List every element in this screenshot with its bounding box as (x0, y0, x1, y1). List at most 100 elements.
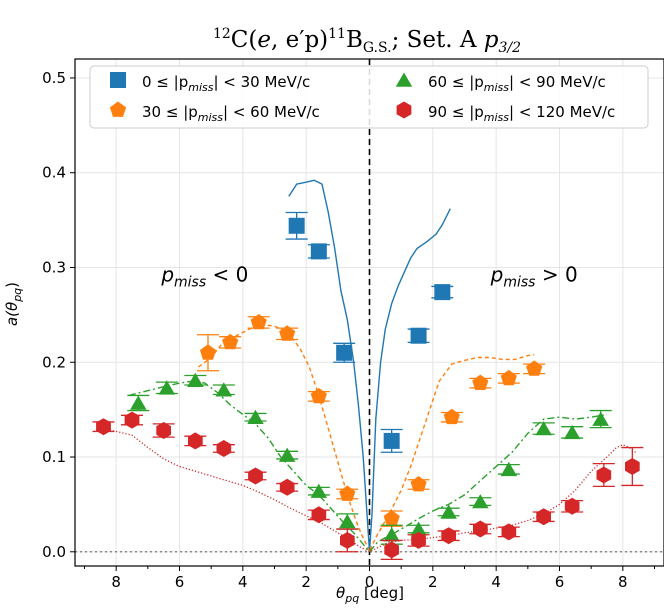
series-3-point (130, 395, 147, 410)
x-tick-label-2: 4 (238, 573, 248, 591)
series-4-point (216, 440, 232, 457)
title-reaction-mid: , e′p) (271, 27, 328, 53)
x-tick-label-1: 6 (175, 573, 185, 591)
series-3-curve (128, 380, 608, 553)
x-tick-label-3: 2 (301, 573, 311, 591)
series-3-point (592, 411, 609, 426)
legend-label-series-3: 60 ≤ |pmiss| < 90 MeV/c (428, 73, 606, 94)
series-4-point (501, 523, 517, 541)
series-2-point (443, 408, 460, 425)
series-4-point (96, 418, 111, 436)
series-2-point (472, 374, 489, 390)
plot-area: 8 6 4 2 0 2 4 6 8 0.0 0.1 0.2 0.3 0.4 0.5 (42, 58, 664, 591)
series-3-point (410, 521, 427, 536)
title-nucleus: B (346, 27, 363, 53)
legend-marker-shape (396, 101, 412, 119)
legend-marker-shape (109, 101, 127, 117)
annotation-negative: pmiss < 0 (160, 263, 248, 291)
series-1-point (336, 344, 353, 361)
annotation-positive: pmiss > 0 (490, 263, 578, 291)
series-4-point (156, 422, 171, 439)
title-vector-e: e (257, 27, 271, 53)
title-mass-number: 12 (213, 26, 231, 42)
series-4-point (564, 497, 580, 515)
series-1-point (434, 284, 451, 301)
y-tick-label-3: 0.3 (42, 258, 66, 276)
series-3-point (383, 527, 400, 542)
legend-marker-series-3 (395, 72, 413, 87)
series-2-point (279, 325, 296, 341)
series-2 (197, 314, 546, 554)
series-3-point (278, 447, 296, 462)
legend-marker-shape (110, 72, 126, 88)
series-4-point (340, 531, 355, 549)
legend-label-series-4: 90 ≤ |pmiss| < 120 MeV/c (428, 103, 615, 124)
series-1-point (288, 217, 305, 234)
series-4-point (248, 467, 263, 485)
series-3-point (535, 421, 552, 436)
series-3-point (158, 380, 176, 395)
y-tick-label-4: 0.4 (42, 164, 66, 182)
series-2-curve (198, 323, 535, 554)
series-2-point (310, 387, 327, 404)
y-tick-label-1: 0.1 (42, 448, 66, 466)
legend-marker-series-1 (110, 72, 126, 88)
series-3-point (563, 424, 581, 440)
series-1 (285, 179, 454, 552)
series-4-point (124, 411, 140, 429)
title-sub-gs: G.S. (363, 40, 392, 56)
series-3 (127, 372, 612, 553)
series-2-point (383, 510, 400, 526)
series-4-point (536, 508, 551, 526)
y-tick-label-5: 0.5 (42, 69, 66, 87)
legend-marker-series-2 (109, 101, 127, 117)
y-axis-label: a(θpq) (3, 282, 24, 326)
title-reaction-start: C( (231, 27, 258, 53)
series-2-point (222, 333, 239, 350)
title-sup-11: 11 (328, 26, 346, 42)
series-2-point (500, 369, 517, 386)
series-2-point (339, 485, 356, 501)
x-tick-label-6: 4 (491, 573, 501, 591)
series-3-point (339, 514, 356, 529)
series-4-point (311, 506, 327, 524)
series-4-point (279, 478, 295, 496)
y-tick-label-0: 0.0 (42, 543, 66, 561)
series-3-point (247, 409, 264, 424)
series-4 (92, 411, 644, 561)
legend-marker-series-4 (396, 101, 412, 119)
legend-marker-shape (395, 72, 413, 87)
series-4-point (411, 531, 426, 549)
x-tick-label-5: 2 (428, 573, 438, 591)
x-axis-label: θpq [deg] (336, 584, 404, 605)
series-4-point (188, 432, 203, 450)
series-4-point (625, 458, 640, 475)
legend-frame (89, 65, 649, 129)
series-3-point (472, 494, 489, 509)
x-tick-label-8: 8 (618, 573, 628, 591)
series-2-point (410, 476, 427, 492)
series-3-point (500, 461, 518, 477)
series-2-point (199, 344, 217, 360)
series-4-point (441, 527, 456, 545)
series-4-point (384, 541, 399, 559)
x-tick-label-0: 8 (111, 573, 121, 591)
x-tick-label-7: 6 (555, 573, 565, 591)
series-3-point (215, 382, 233, 397)
series-1-point (310, 243, 327, 260)
x-tick-label-4: 0 (365, 573, 375, 591)
series-4-point (473, 520, 488, 538)
chart-title: 12C(e, e′p)11BG.S.; Set. A p3/2 (213, 26, 521, 56)
series-1-point (410, 327, 427, 344)
title-p: p (484, 27, 499, 53)
title-tail: ; Set. A (392, 27, 484, 53)
series-3-point (187, 372, 204, 387)
series-2-point (250, 314, 267, 330)
legend-label-series-1: 0 ≤ |pmiss| < 30 MeV/c (142, 73, 310, 94)
series-3-point (440, 504, 457, 519)
legend-label-series-2: 30 ≤ |pmiss| < 60 MeV/c (142, 103, 320, 124)
y-tick-label-2: 0.2 (42, 353, 66, 371)
title-p-sub: 3/2 (499, 40, 522, 56)
series-2-point (526, 360, 543, 376)
series-1-point (383, 432, 400, 449)
